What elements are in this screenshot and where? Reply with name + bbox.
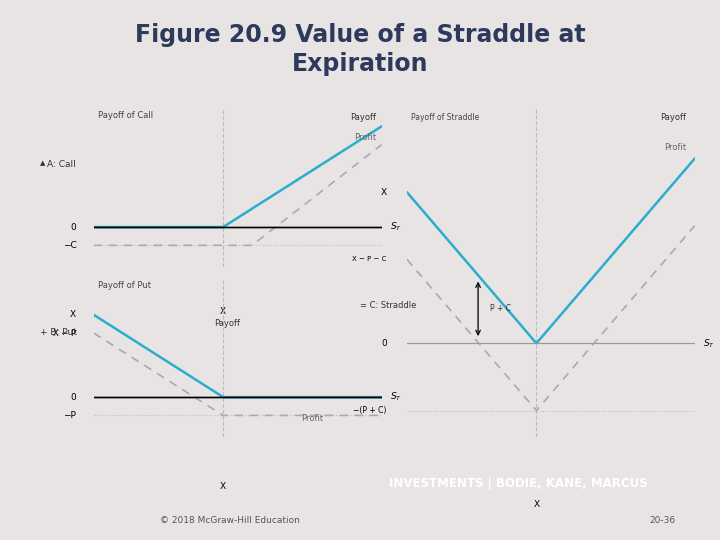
Text: A: Call: A: Call bbox=[47, 160, 76, 169]
Text: X: X bbox=[534, 500, 539, 509]
Text: X: X bbox=[220, 307, 226, 316]
Text: Profit: Profit bbox=[354, 133, 376, 143]
Text: X: X bbox=[70, 310, 76, 319]
Text: 0: 0 bbox=[71, 222, 76, 232]
Text: −P: −P bbox=[63, 411, 76, 420]
Text: $S_T$: $S_T$ bbox=[390, 221, 402, 233]
Text: $S_T$: $S_T$ bbox=[703, 337, 716, 349]
Text: X − P − C: X − P − C bbox=[352, 256, 387, 262]
Text: © 2018 McGraw-Hill Education: © 2018 McGraw-Hill Education bbox=[161, 516, 300, 525]
Text: P + C: P + C bbox=[490, 305, 510, 313]
Text: = C: Straddle: = C: Straddle bbox=[360, 301, 416, 309]
Text: Figure 20.9 Value of a Straddle at: Figure 20.9 Value of a Straddle at bbox=[135, 23, 585, 47]
Text: Expiration: Expiration bbox=[292, 52, 428, 76]
Text: Payoff: Payoff bbox=[660, 113, 686, 122]
Text: 0: 0 bbox=[71, 393, 76, 402]
Text: Payoff of Call: Payoff of Call bbox=[98, 111, 153, 120]
Text: −(P + C): −(P + C) bbox=[354, 406, 387, 415]
Text: ▲: ▲ bbox=[40, 160, 45, 167]
Text: X − P: X − P bbox=[53, 328, 76, 338]
Text: X: X bbox=[380, 187, 387, 197]
Text: $S_T$: $S_T$ bbox=[390, 391, 402, 403]
Text: Profit: Profit bbox=[301, 415, 323, 423]
Text: Payoff of Straddle: Payoff of Straddle bbox=[411, 113, 480, 122]
Text: Payoff: Payoff bbox=[350, 113, 376, 122]
Text: Payoff of Put: Payoff of Put bbox=[98, 281, 151, 291]
Text: Payoff: Payoff bbox=[215, 319, 240, 328]
Text: 0: 0 bbox=[381, 339, 387, 348]
Text: 20-36: 20-36 bbox=[649, 516, 675, 525]
Text: + B: Put: + B: Put bbox=[40, 328, 76, 336]
Text: X: X bbox=[220, 482, 226, 491]
Text: INVESTMENTS | BODIE, KANE, MARCUS: INVESTMENTS | BODIE, KANE, MARCUS bbox=[389, 477, 648, 490]
Text: −C: −C bbox=[63, 241, 76, 250]
Text: Profit: Profit bbox=[664, 143, 686, 152]
